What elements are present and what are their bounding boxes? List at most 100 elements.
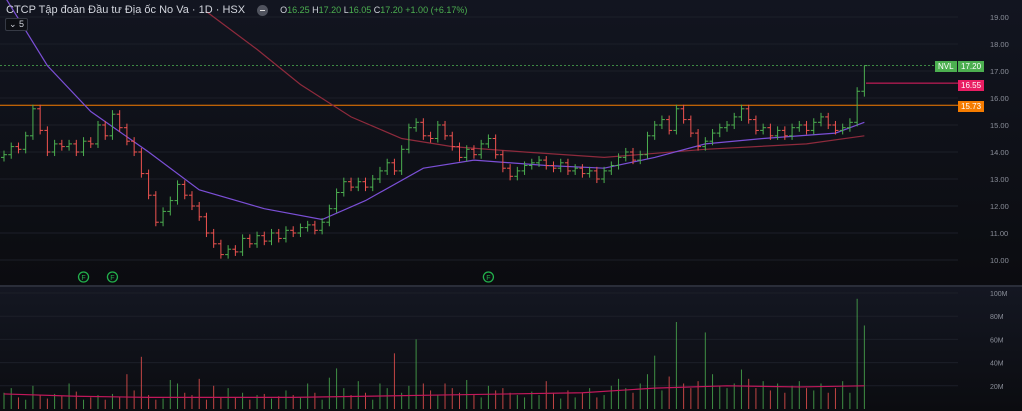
ohlc-bar <box>261 231 268 246</box>
ohlc-bar <box>225 245 232 259</box>
price-axis-label: 10.00 <box>990 256 1009 265</box>
ohlc-bar <box>601 166 608 184</box>
ohlc-bar <box>687 115 694 138</box>
ohlc-bar <box>789 123 796 140</box>
orange-line-price-tag: 15.73 <box>958 101 984 112</box>
ohlc-bar <box>73 139 80 157</box>
ohlc-bar <box>109 110 116 140</box>
ohlc-bar <box>362 177 369 192</box>
ohlc-bar <box>485 134 492 148</box>
ohlc-bar <box>478 139 485 159</box>
ohlc-bar <box>1 150 7 162</box>
ohlc-bar <box>724 120 730 132</box>
ohlc-bar <box>160 207 167 227</box>
ohlc-bar <box>167 196 174 216</box>
ohlc-bar <box>268 228 275 246</box>
ohlc-bar <box>376 166 383 184</box>
event-label: F <box>81 275 85 282</box>
ohlc-bar <box>145 169 152 200</box>
ohlc-bar <box>123 123 130 146</box>
ohlc-bar <box>810 118 817 135</box>
ohlc-bar <box>543 156 550 170</box>
ohlc-bar <box>94 120 101 148</box>
minus-icon[interactable] <box>257 4 269 16</box>
ohlc-bar <box>463 145 470 162</box>
ohlc-bar <box>254 231 261 248</box>
ohlc-bar <box>37 104 44 135</box>
event-circle-icon <box>77 271 90 283</box>
financials-event-marker[interactable]: F <box>482 271 495 283</box>
ohlc-bar <box>666 115 673 135</box>
ohlc-bar <box>348 177 355 192</box>
ohlc-bar <box>275 228 282 243</box>
symbol-tag: NVL <box>935 61 957 72</box>
ohlc-bar <box>456 142 463 162</box>
ohlc-bar <box>854 87 861 127</box>
price-pane[interactable] <box>0 0 1022 285</box>
ohlc-bar <box>521 161 528 175</box>
ohlc-bar <box>752 115 759 135</box>
ohlc-bar <box>203 212 210 238</box>
ohlc-bar <box>152 191 159 227</box>
price-axis-label: 11.00 <box>990 229 1008 238</box>
ohlc-bar <box>499 150 506 173</box>
ohlc-bar <box>138 147 145 178</box>
ohlc-bar <box>470 145 477 159</box>
ohlc-bar <box>651 120 658 140</box>
ohlc-bar <box>673 104 680 135</box>
change-value: +1.00 (+6.17%) <box>405 5 468 15</box>
ohlc-bar <box>340 177 347 197</box>
ohlc-bar <box>622 147 629 162</box>
event-label: F <box>110 275 114 282</box>
ohlc-bar <box>116 110 123 132</box>
ohlc-bar <box>550 161 557 173</box>
ohlc-bar <box>449 131 456 151</box>
low-value: 16.05 <box>348 5 372 15</box>
ohlc-bar <box>839 123 846 135</box>
volume-moving-average <box>3 385 865 398</box>
ohlc-bar <box>817 112 824 127</box>
volume-axis-label: 80M <box>990 314 1004 321</box>
ohlc-bar <box>593 166 600 184</box>
ohlc-bar <box>44 126 51 157</box>
ohlc-bar <box>832 120 839 135</box>
event-circle-icon <box>482 271 495 283</box>
pink-line-price-tag: 16.55 <box>958 80 984 91</box>
ohlc-bar <box>398 145 405 175</box>
event-circle-icon <box>106 271 119 283</box>
symbol-title[interactable]: CTCP Tập đoàn Đầu tư Địa ốc No Va · 1D ·… <box>6 4 246 16</box>
financials-event-marker[interactable]: F <box>106 271 119 283</box>
ohlc-bar <box>557 158 564 173</box>
ohlc-bar <box>282 226 289 243</box>
ohlc-bar <box>297 223 304 238</box>
ohlc-bar <box>767 123 774 140</box>
ohlc-bar <box>304 220 311 232</box>
volume-axis-label: 40M <box>990 361 1004 368</box>
ohlc-bar <box>210 228 217 248</box>
price-axis-label: 12.00 <box>990 202 1009 211</box>
volume-axis-label: 60M <box>990 337 1004 344</box>
open-value: 16.25 <box>287 5 310 15</box>
open-label: O <box>280 5 288 15</box>
ohlc-bar <box>846 118 853 132</box>
ohlc-bar <box>528 158 535 170</box>
ohlc-bar <box>731 112 738 130</box>
ohlc-bar <box>217 239 224 259</box>
ohlc-bar <box>572 164 579 175</box>
ohlc-bar <box>239 234 246 256</box>
ohlc-bar <box>695 129 702 151</box>
financials-event-marker[interactable]: F <box>77 271 90 283</box>
ohlc-bar <box>188 191 195 211</box>
ohlc-bar <box>355 177 362 192</box>
ohlc-bar <box>8 142 15 159</box>
moving-average-fast <box>6 0 865 221</box>
ohlc-bar <box>434 120 441 143</box>
price-axis-label: 16.00 <box>990 94 1009 103</box>
ohlc-bar <box>131 137 138 157</box>
ohlc-bar <box>781 126 788 140</box>
pane-separator[interactable] <box>0 285 1022 287</box>
close-label: C <box>373 5 381 15</box>
ohlc-bar <box>492 134 499 159</box>
collapse-indicators-button[interactable]: ⌄ 5 <box>5 18 29 31</box>
